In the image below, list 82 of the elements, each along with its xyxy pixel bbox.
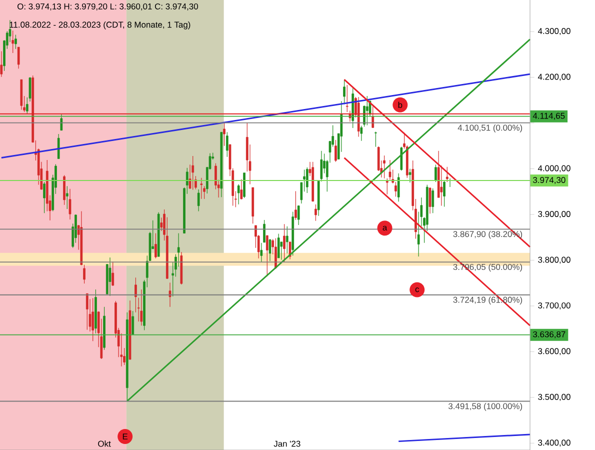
candlestick (92, 298, 94, 342)
candlestick (243, 172, 246, 198)
y-tick-label: 3.700,00 (538, 302, 570, 310)
candlestick (83, 264, 86, 284)
candlestick (286, 226, 288, 254)
annotation: c (415, 287, 420, 292)
candlestick (66, 186, 68, 210)
candlestick (388, 160, 392, 180)
candlestick (268, 238, 272, 262)
chart-title: O: 3.974,13 H: 3.979,20 L: 3.960,01 C: 3.974,30 (18, 3, 198, 10)
candlestick (386, 178, 388, 195)
y-tick-label: 4.200,00 (538, 74, 570, 81)
candlestick (132, 310, 134, 335)
candlestick (17, 46, 20, 69)
candlestick (0, 50, 3, 78)
candlestick (283, 224, 286, 263)
candlestick (314, 204, 317, 222)
candlestick (374, 131, 377, 148)
ref-line-label: 3.636,87 (533, 331, 566, 338)
candlestick (140, 289, 143, 326)
y-tick-label: 3.500,00 (538, 394, 570, 401)
candlestick (68, 188, 72, 220)
candlestick (177, 232, 180, 267)
candlestick (134, 277, 137, 313)
annotation: a (382, 226, 388, 230)
candlestick (223, 122, 226, 146)
candlestick (408, 168, 412, 183)
candlestick (428, 187, 432, 214)
ref-line-label: 4.114,65 (532, 112, 565, 120)
candlestick (226, 132, 228, 158)
candlestick (366, 96, 368, 126)
candlestick (266, 235, 268, 277)
x-tick-label: Okt (98, 440, 111, 447)
text: 11.08.2022 - 28.03.2023 (CDT, 8 Monate, 1 Tag) (10, 21, 190, 30)
x-tick-label: Jan '23 (274, 440, 300, 447)
candlestick (237, 184, 240, 205)
candlestick (394, 182, 397, 197)
candlestick (192, 156, 194, 190)
y-tick-label: 3.900,00 (538, 210, 570, 218)
ref-line-label: 3.491,58 (100.00%) (448, 402, 522, 411)
candlestick (200, 178, 203, 200)
candlestick (274, 238, 277, 270)
candlestick (43, 182, 46, 214)
y-tick-label: 3.600,00 (538, 348, 570, 356)
candlestick (432, 188, 434, 214)
candlestick (434, 164, 437, 182)
candlestick (334, 140, 337, 162)
annotation: E (122, 434, 128, 440)
candlestick (294, 190, 297, 220)
annotation: b (398, 102, 402, 108)
candlestick (277, 233, 280, 258)
candlestick (197, 189, 200, 212)
y-tick-label: 4.300,00 (538, 28, 570, 36)
candlestick (154, 232, 157, 259)
candlestick (280, 242, 283, 260)
candlestick (383, 155, 386, 179)
candlestick (306, 167, 308, 194)
y-tick-label: 3.400,00 (538, 440, 570, 447)
candlestick (360, 125, 363, 142)
candlestick (108, 257, 112, 296)
ref-line-label: 3.974,30 (533, 177, 566, 184)
candlestick (86, 293, 88, 330)
candlestick (263, 220, 266, 243)
y-tick-label: 3.800,00 (538, 256, 570, 264)
candlestick (397, 173, 400, 202)
candlestick (168, 282, 172, 308)
candlestick (443, 180, 446, 208)
candlestick (260, 242, 263, 262)
candlestick (112, 261, 114, 286)
candlestick (60, 114, 63, 131)
candlestick (343, 79, 346, 105)
candlestick (12, 30, 14, 54)
ref-line-label: 4.100,51 (0.00%) (458, 124, 522, 132)
candlestick (446, 166, 448, 182)
candlestick (297, 205, 300, 226)
candlestick (440, 165, 443, 206)
candlestick (160, 217, 163, 232)
candlestick (14, 34, 17, 50)
y-tick-label: 4.000,00 (538, 165, 570, 172)
candlestick (240, 178, 243, 200)
candlestick (57, 134, 60, 159)
candlestick (63, 174, 66, 206)
